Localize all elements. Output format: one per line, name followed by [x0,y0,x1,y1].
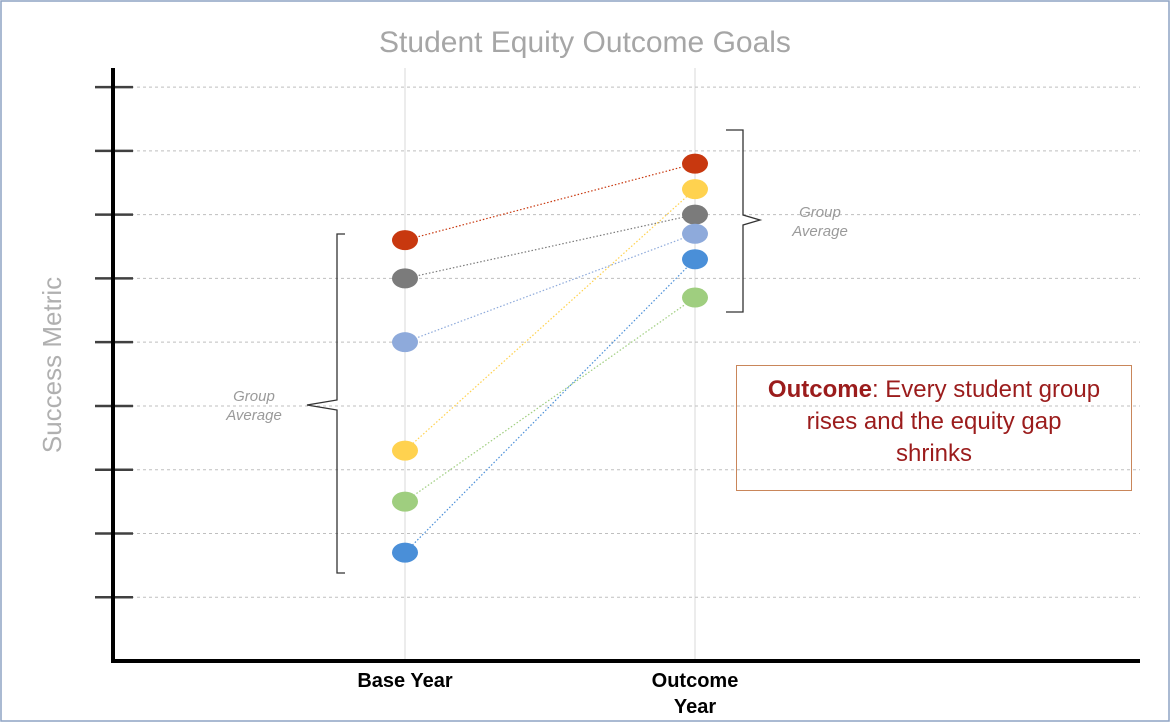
annotation: Group Average [226,388,282,424]
bracket [726,129,763,313]
dot [392,332,418,353]
dot [682,287,708,308]
callout-bold: Outcome [767,376,872,403]
dot [392,491,418,512]
chart-title: Student Equity Outcome Goals [379,26,791,59]
dot [682,249,708,270]
x-tick-label: Outcome Year [651,670,739,718]
slope-line [404,297,696,503]
callout-box: Outcome: Every student group rises and t… [736,365,1132,491]
dot [682,204,708,225]
slope-line [404,258,696,554]
dot [392,542,418,563]
slope-line [404,163,696,241]
slope-line [404,214,696,280]
dot [392,268,418,289]
slope-line [404,188,696,452]
dot [682,179,708,200]
dot [392,230,418,251]
dot [392,440,418,461]
y-axis-label: Success Metric [37,277,67,453]
dot [682,153,708,174]
callout-text: : Every student group rises and the equi… [806,376,1101,467]
bracket [306,233,345,574]
slope-line [404,233,696,343]
x-tick-label: Base Year [357,670,453,692]
annotation: Group Average [792,204,848,240]
dot [682,223,708,244]
